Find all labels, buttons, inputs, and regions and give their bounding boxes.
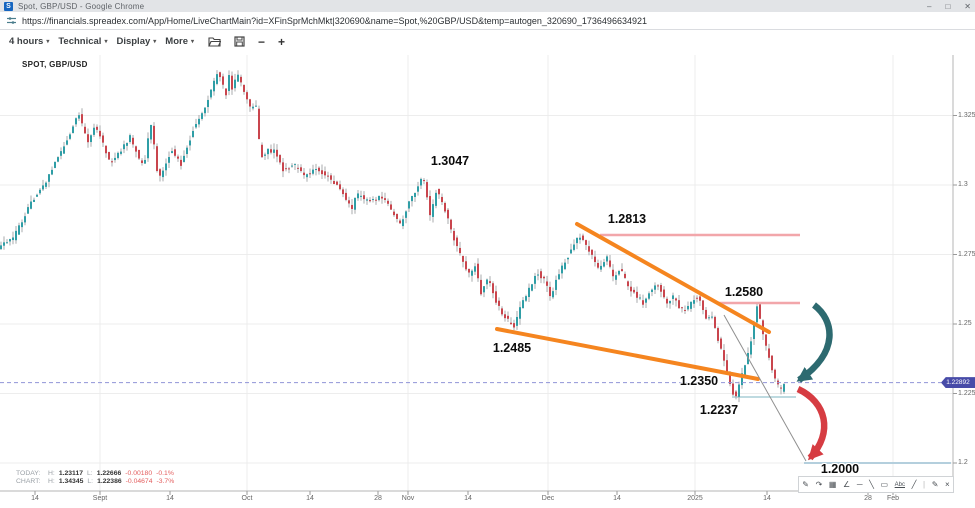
price-annotation-1.2485: 1.2485 bbox=[492, 341, 532, 355]
high-key: H: bbox=[48, 478, 55, 485]
chevron-down-icon: ▾ bbox=[104, 39, 108, 45]
diagonal-line-tool-icon[interactable]: ╱ bbox=[911, 479, 917, 489]
window-title: Spot, GBP/USD - Google Chrome bbox=[18, 1, 145, 11]
minimize-button[interactable]: – bbox=[927, 1, 932, 11]
x-axis-label: 28 bbox=[864, 495, 872, 502]
x-axis-label: Feb bbox=[886, 495, 900, 502]
y-axis-label: 1.2 bbox=[958, 459, 968, 466]
x-axis-label: 14 bbox=[763, 495, 771, 502]
rectangle-tool-icon[interactable]: ▭ bbox=[880, 479, 889, 489]
price-annotation-1.2813: 1.2813 bbox=[607, 212, 647, 226]
text-tool-icon[interactable]: Abc bbox=[894, 481, 905, 488]
timeframe-menu-label: 4 hours bbox=[9, 36, 44, 47]
titlebar: S Spot, GBP/USD - Google Chrome – □ ✕ bbox=[0, 0, 975, 12]
x-axis-label: Dec bbox=[541, 495, 555, 502]
x-axis-label: Nov bbox=[401, 495, 415, 502]
chevron-down-icon: ▾ bbox=[46, 39, 50, 45]
more-menu-label: More bbox=[165, 36, 188, 47]
today-stats-row: TODAY: H: 1.23117 L: 1.22666 -0.00180 -0.1% bbox=[16, 470, 178, 478]
x-axis-label: 14 bbox=[306, 495, 314, 502]
redo-arrow-icon[interactable]: ↷ bbox=[815, 479, 823, 489]
open-chart-icon[interactable] bbox=[208, 36, 221, 47]
x-axis-label: Oct bbox=[241, 495, 253, 502]
more-menu[interactable]: More ▾ bbox=[165, 36, 194, 47]
chart-high: 1.34345 bbox=[58, 478, 84, 485]
low-key: L: bbox=[87, 478, 94, 485]
today-high: 1.23117 bbox=[58, 470, 84, 477]
chart-change-pct: -3.7% bbox=[156, 478, 175, 485]
x-axis-label: Sept bbox=[92, 495, 108, 502]
marker-tool-icon[interactable]: ✎ bbox=[931, 479, 939, 489]
x-axis-label: 14 bbox=[613, 495, 621, 502]
technical-menu-label: Technical bbox=[58, 36, 102, 47]
y-axis-label: 1.325 bbox=[958, 111, 975, 119]
spreadex-favicon: S bbox=[4, 1, 13, 11]
drawing-toolbar: ✎ ↷ ▦ ∠ ─ ╲ ▭ Abc ╱ | ✎ × bbox=[798, 476, 954, 493]
price-annotation-1.2350: 1.2350 bbox=[679, 374, 719, 388]
lower-wedge-trendline bbox=[495, 327, 760, 381]
instrument-label: SPOT, GBP/USD bbox=[22, 60, 88, 69]
timeframe-menu[interactable]: 4 hours ▾ bbox=[9, 36, 49, 47]
separator: | bbox=[923, 479, 926, 489]
chart-area: SPOT, GBP/USD 1.325 1.3 1.275 1.25 1.225 1.2 … bbox=[0, 53, 975, 508]
today-low: 1.22666 bbox=[96, 470, 122, 477]
url-bar: https://financials.spreadex.com/App/Home… bbox=[0, 12, 975, 30]
x-axis-label: 14 bbox=[464, 495, 472, 502]
high-key: H: bbox=[48, 470, 55, 477]
horizontal-line-tool-icon[interactable]: ─ bbox=[856, 479, 863, 489]
x-axis-label: 2025 bbox=[687, 495, 703, 502]
pointer-tool-icon[interactable]: ✎ bbox=[802, 479, 809, 489]
close-button[interactable]: ✕ bbox=[964, 1, 971, 11]
site-info-icon[interactable] bbox=[7, 16, 16, 25]
today-change-pct: -0.1% bbox=[156, 470, 174, 477]
current-price-value: 1.22892 bbox=[946, 379, 970, 387]
zoom-out-icon[interactable]: − bbox=[258, 34, 266, 49]
angle-tool-icon[interactable]: ∠ bbox=[843, 479, 851, 489]
upper-wedge-trendline bbox=[575, 222, 771, 334]
bearish-scenario-arrow bbox=[796, 386, 828, 461]
stats-row-label: TODAY: bbox=[16, 470, 41, 477]
price-annotation-1.3047: 1.3047 bbox=[430, 154, 470, 168]
y-axis-label: 1.275 bbox=[958, 250, 975, 258]
x-axis-label: 14 bbox=[31, 495, 39, 502]
price-stats: TODAY: H: 1.23117 L: 1.22666 -0.00180 -0.1% CH… bbox=[16, 470, 178, 486]
y-axis-label: 1.25 bbox=[958, 320, 972, 327]
display-menu-label: Display bbox=[116, 36, 151, 47]
zoom-in-icon[interactable]: + bbox=[278, 34, 286, 49]
price-annotation-1.2237: 1.2237 bbox=[699, 403, 739, 417]
today-change: -0.00180 bbox=[125, 470, 153, 477]
chart-toolbar: 4 hours ▾ Technical ▾ Display ▾ More ▾ − + bbox=[0, 30, 975, 54]
low-key: L: bbox=[87, 470, 93, 477]
x-axis-label: 28 bbox=[374, 495, 382, 502]
candlestick-series bbox=[0, 70, 785, 403]
close-tool-icon[interactable]: × bbox=[944, 479, 950, 489]
stats-row-label: CHART: bbox=[16, 478, 41, 485]
projection-line bbox=[723, 314, 807, 462]
maximize-button[interactable]: □ bbox=[945, 1, 951, 11]
technical-menu[interactable]: Technical ▾ bbox=[58, 36, 107, 47]
chart-low: 1.22386 bbox=[97, 478, 122, 485]
y-axis-label: 1.225 bbox=[958, 389, 975, 397]
url-text[interactable]: https://financials.spreadex.com/App/Home… bbox=[22, 15, 647, 26]
x-axis-label: 14 bbox=[166, 495, 174, 502]
chevron-down-icon: ▾ bbox=[190, 39, 194, 45]
trendline-tool-icon[interactable]: ╲ bbox=[869, 479, 874, 489]
chart-change: -0.04674 bbox=[125, 478, 153, 485]
chevron-down-icon: ▾ bbox=[153, 39, 157, 45]
display-menu[interactable]: Display ▾ bbox=[116, 36, 156, 47]
bullish-scenario-arrow bbox=[796, 302, 833, 383]
current-price-badge: 1.22892 bbox=[941, 377, 975, 389]
save-chart-icon[interactable] bbox=[234, 36, 245, 47]
chart-stats-row: CHART: H: 1.34345 L: 1.22386 -0.04674 -3.7% bbox=[16, 478, 178, 486]
y-axis-label: 1.3 bbox=[958, 181, 968, 188]
grid-tool-icon[interactable]: ▦ bbox=[828, 479, 837, 489]
price-annotation-1.2580: 1.2580 bbox=[724, 285, 764, 299]
price-annotation-1.2000: 1.2000 bbox=[820, 462, 860, 476]
